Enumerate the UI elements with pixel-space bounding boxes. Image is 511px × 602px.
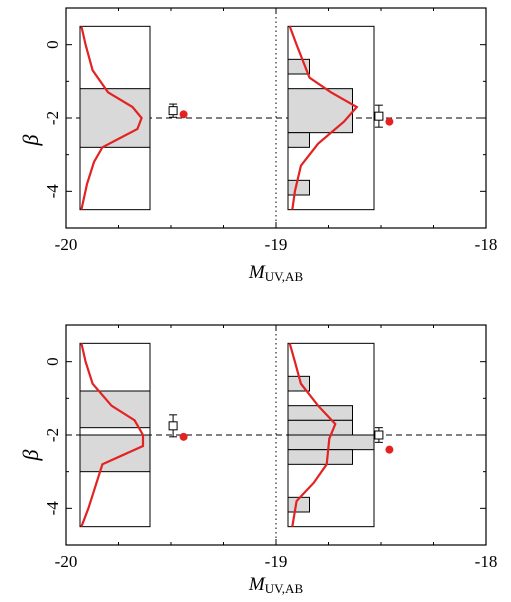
square-marker: [374, 430, 384, 440]
y-tick-label: -4: [43, 501, 62, 516]
square-marker: [168, 421, 178, 431]
red-dot-marker: [179, 110, 188, 119]
inset-frame: [287, 342, 375, 528]
histogram-bar: [287, 179, 310, 196]
inset-2: [287, 342, 394, 528]
distribution-curve: [80, 26, 143, 210]
y-tick-label: 0: [43, 40, 62, 49]
inset-frame: [287, 25, 375, 211]
x-axis-label-main: M: [248, 262, 266, 283]
y-tick-label: -4: [43, 184, 62, 199]
x-tick-label: -19: [265, 235, 288, 254]
red-dot-marker: [385, 117, 394, 126]
x-tick-label: -18: [475, 235, 498, 254]
x-tick-label: -20: [55, 235, 78, 254]
panel-1: 0 -2 -4 -20 -19 -18 β MUV,AB: [18, 7, 498, 284]
inset-1: [79, 25, 188, 211]
x-axis-label-subscript: UV,AB: [265, 581, 304, 596]
y-tick-label: -2: [43, 111, 62, 125]
histogram-bar: [79, 390, 151, 429]
y-axis-label: β: [18, 134, 43, 146]
square-marker: [374, 111, 384, 121]
red-dot-marker: [385, 445, 394, 454]
x-axis-label-main: M: [248, 574, 266, 595]
x-axis-label: MUV,AB: [248, 262, 304, 284]
square-marker: [168, 106, 178, 116]
histogram-bar: [287, 132, 310, 148]
x-tick-label: -20: [55, 552, 78, 571]
inset-2: [287, 25, 394, 211]
distribution-curve: [288, 343, 337, 527]
x-axis-label: MUV,AB: [248, 574, 304, 596]
inset-frame: [79, 342, 151, 528]
y-tick-label: -2: [43, 428, 62, 442]
histogram-bar: [287, 449, 353, 465]
x-tick-label: -19: [265, 552, 288, 571]
x-axis-label-subscript: UV,AB: [265, 269, 304, 284]
y-axis-label: β: [18, 449, 43, 461]
y-tick-label: 0: [43, 357, 62, 366]
distribution-curve: [80, 343, 145, 528]
histogram-bar: [79, 434, 151, 473]
inset-frame: [79, 25, 151, 211]
x-tick-label: -18: [475, 552, 498, 571]
red-dot-marker: [179, 432, 188, 441]
inset-1: [79, 342, 188, 528]
histogram-bar: [287, 88, 353, 134]
distribution-curve: [288, 25, 359, 210]
panel-2: 0 -2 -4 -20 -19 -18 β MUV,AB: [18, 324, 498, 596]
histogram-bar: [287, 419, 353, 436]
